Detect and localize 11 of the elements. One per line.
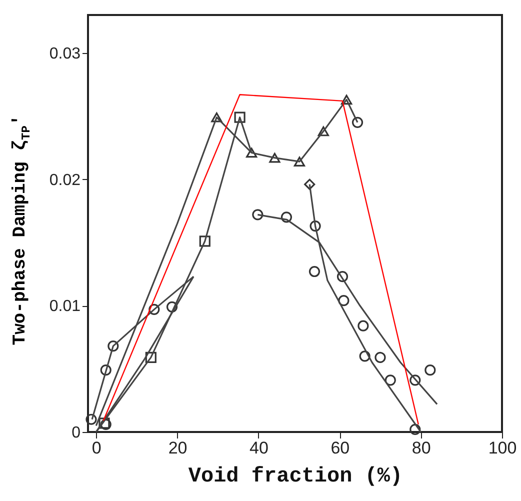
y-tick-label: 0 xyxy=(72,424,81,442)
y-tick-label: 0.03 xyxy=(49,45,81,62)
x-axis-title: Void fraction (%) xyxy=(188,466,403,488)
x-tick-label: 0 xyxy=(92,438,102,458)
y-tick-label: 0.02 xyxy=(49,172,81,189)
x-tick-label: 60 xyxy=(330,438,350,458)
x-tick-label: 100 xyxy=(488,438,517,458)
x-tick-label: 40 xyxy=(250,438,268,458)
x-tick-label: 80 xyxy=(412,438,431,458)
y-tick-label: 0.01 xyxy=(49,298,81,316)
x-tick-label: 20 xyxy=(168,438,188,458)
